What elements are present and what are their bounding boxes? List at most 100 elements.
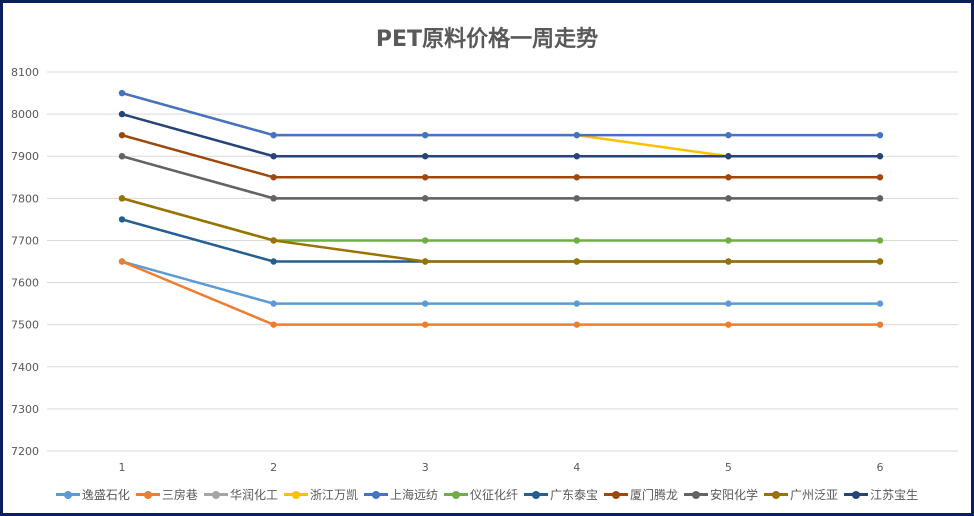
- series-line: [121, 197, 880, 242]
- legend-marker-icon: [363, 490, 388, 499]
- legend-label: 浙江万凯: [309, 488, 358, 502]
- legend-item: 浙江万凯: [283, 486, 358, 503]
- y-tick-label: 7700: [11, 234, 39, 247]
- legend-item: 厦门腾龙: [604, 486, 678, 503]
- data-point: [118, 131, 126, 139]
- legend-marker-icon: [844, 490, 869, 499]
- data-point: [270, 174, 277, 181]
- x-tick-label: 4: [573, 461, 580, 474]
- legend-item: 上海远纺: [363, 486, 438, 503]
- data-point: [876, 153, 884, 160]
- legend-label: 江苏宝生: [870, 488, 919, 502]
- data-point: [422, 300, 429, 307]
- legend: 逸盛石化 三房巷 华润化工 浙江万凯 上海远纺 仪征化纤 广东泰宝 厦门腾龙 安阳化学 广州泛亚 江…: [3, 486, 971, 503]
- data-point: [573, 131, 580, 139]
- legend-label: 广东泰宝: [550, 488, 599, 502]
- legend-item: 广州泛亚: [764, 486, 838, 503]
- legend-item: 仪征化纤: [443, 486, 518, 503]
- data-point: [725, 237, 732, 244]
- legend-item: 华润化工: [203, 486, 278, 503]
- legend-item: 三房巷: [135, 486, 198, 503]
- data-point: [573, 300, 580, 307]
- data-point: [725, 195, 732, 202]
- data-point: [876, 131, 884, 139]
- data-point: [270, 321, 277, 328]
- legend-label: 逸盛石化: [81, 488, 130, 502]
- series-line: [121, 133, 880, 179]
- data-point: [876, 300, 884, 307]
- y-tick-label: 7400: [11, 361, 39, 374]
- y-tick-label: 7900: [11, 150, 39, 163]
- y-tick-label: 7300: [11, 403, 39, 416]
- data-point: [573, 237, 580, 244]
- data-point: [422, 258, 429, 265]
- data-point: [118, 195, 126, 202]
- legend-label: 上海远纺: [389, 488, 438, 502]
- legend-label: 仪征化纤: [469, 488, 518, 502]
- data-point: [876, 237, 884, 244]
- x-tick-label: 6: [877, 461, 884, 474]
- legend-marker-icon: [135, 490, 160, 499]
- data-point: [573, 321, 580, 328]
- y-tick-label: 7800: [11, 192, 39, 205]
- legend-marker-icon: [203, 490, 228, 499]
- data-point: [422, 195, 429, 202]
- legend-item: 江苏宝生: [844, 486, 918, 503]
- data-point: [876, 174, 884, 181]
- legend-marker-icon: [684, 490, 709, 499]
- data-point: [118, 258, 126, 265]
- y-tick-label: 7500: [11, 319, 39, 332]
- data-point: [725, 153, 732, 160]
- series-line: [121, 197, 880, 263]
- x-tick-label: 1: [119, 461, 126, 474]
- series-line: [121, 155, 880, 200]
- data-point: [270, 237, 277, 244]
- legend-marker-icon: [764, 490, 789, 499]
- data-point: [573, 258, 580, 265]
- data-point: [876, 258, 884, 265]
- x-tick-label: 3: [422, 461, 429, 474]
- data-point: [118, 216, 126, 223]
- data-point: [573, 174, 580, 181]
- legend-marker-icon: [524, 490, 548, 499]
- data-point: [270, 153, 277, 160]
- legend-marker-icon: [443, 490, 468, 499]
- y-tick-label: 7200: [11, 445, 39, 458]
- legend-item: 广东泰宝: [524, 486, 598, 503]
- y-tick-label: 8000: [11, 108, 39, 121]
- data-point: [118, 110, 126, 118]
- y-tick-label: 7600: [11, 277, 39, 290]
- data-point: [422, 131, 429, 139]
- legend-label: 三房巷: [161, 488, 198, 502]
- legend-marker-icon: [55, 490, 80, 499]
- data-point: [422, 321, 429, 328]
- chart-title: PET原料价格一周走势: [375, 27, 599, 52]
- data-point: [422, 237, 429, 244]
- legend-marker-icon: [604, 490, 629, 499]
- data-point: [422, 153, 429, 160]
- legend-label: 华润化工: [229, 488, 278, 502]
- x-tick-label: 5: [725, 461, 732, 474]
- legend-marker-icon: [283, 490, 308, 499]
- data-point: [270, 258, 277, 265]
- data-point: [876, 321, 884, 328]
- data-point: [422, 174, 429, 181]
- y-tick-label: 8100: [11, 66, 39, 79]
- data-point: [725, 321, 732, 328]
- data-point: [725, 174, 732, 181]
- line-chart: 7200 7300 7400 7500 7600 7700 7800 7900 8000 8100…: [11, 66, 958, 474]
- data-point: [118, 153, 126, 160]
- legend-label: 安阳化学: [710, 488, 759, 502]
- legend-item: 安阳化学: [684, 486, 758, 503]
- series-line: [121, 260, 880, 326]
- data-point: [725, 300, 732, 307]
- data-point: [725, 258, 732, 265]
- data-point: [270, 131, 277, 139]
- legend-label: 厦门腾龙: [630, 488, 679, 502]
- data-point: [725, 131, 732, 139]
- legend-label: 广州泛亚: [790, 488, 839, 502]
- data-point: [118, 89, 126, 97]
- x-tick-label: 2: [270, 461, 277, 474]
- data-point: [270, 300, 277, 307]
